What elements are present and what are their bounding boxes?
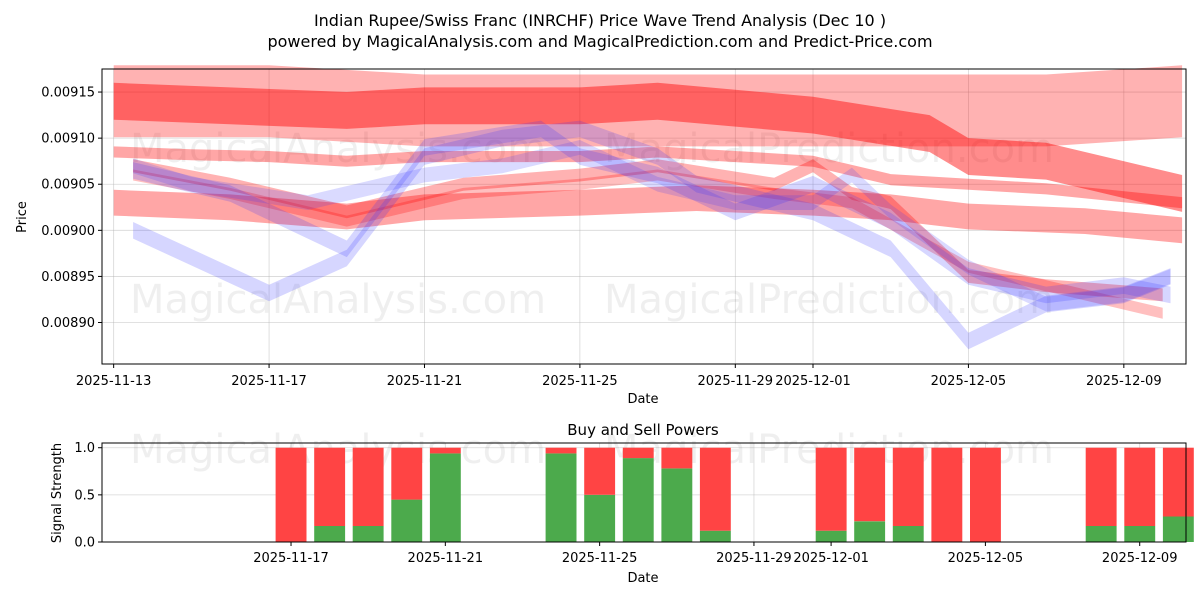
price-x-tick-label: 2025-11-25 [542, 374, 618, 389]
bar-y-tick-label: 0.0 [74, 536, 95, 551]
sell-bar [661, 447, 693, 469]
watermark-analysis-mid: MagicalAnalysis.com [130, 277, 546, 323]
sell-bar [815, 447, 847, 531]
price-x-tick-label: 2025-11-21 [387, 374, 463, 389]
buy-bar [854, 521, 886, 542]
sell-bar [545, 447, 577, 454]
price-y-ticks: 0.00890 0.00895 0.00900 0.00905 0.00910 0.009… [41, 86, 102, 331]
red-wave-3 [113, 146, 1183, 209]
sell-bar [931, 447, 963, 542]
sell-bar [391, 447, 423, 500]
red-wave-2 [113, 82, 1183, 212]
buy-bar [622, 458, 654, 542]
buy-bar [314, 526, 346, 542]
bar-x-tick-label: 2025-11-25 [562, 551, 638, 566]
price-x-tick-label: 2025-11-29 [698, 374, 774, 389]
buy-sell-bars [275, 447, 1194, 542]
sell-bar [622, 447, 654, 459]
price-y-tick-label: 0.00900 [41, 224, 95, 239]
sell-bar [275, 447, 307, 542]
price-y-tick-label: 0.00915 [41, 86, 95, 101]
buy-bar [429, 453, 461, 542]
red-wave-6 [133, 169, 1163, 319]
sell-bar [429, 447, 461, 454]
bar-y-axis-label: Signal Strength [50, 443, 65, 543]
sell-bar [352, 447, 384, 526]
price-x-tick-label: 2025-12-01 [775, 374, 851, 389]
watermark-analysis-top: MagicalAnalysis.com [130, 126, 546, 172]
price-x-tick-label: 2025-11-13 [76, 374, 152, 389]
price-wave-series [113, 65, 1183, 350]
bar-x-tick-label: 2025-12-09 [1102, 551, 1178, 566]
sell-bar [1085, 447, 1117, 526]
price-x-tick-label: 2025-12-05 [931, 374, 1007, 389]
bar-x-tick-label: 2025-12-05 [948, 551, 1024, 566]
buy-bar [391, 499, 423, 542]
bar-y-tick-label: 0.5 [74, 488, 95, 503]
chart-title-line-2: powered by MagicalAnalysis.com and Magic… [267, 32, 932, 51]
red-wave-1 [113, 65, 1183, 147]
buy-bar [815, 530, 847, 542]
price-plot-area [102, 69, 1186, 364]
watermark-prediction-mid: MagicalPrediction.com [604, 277, 1054, 323]
price-x-tick-label: 2025-12-09 [1086, 374, 1162, 389]
red-wave-4 [113, 185, 1183, 244]
bar-y-tick-label: 1.0 [74, 441, 95, 456]
bar-y-ticks: 0.0 0.5 1.0 [74, 441, 102, 551]
buy-bar [661, 468, 693, 542]
bar-x-tick-label: 2025-12-01 [793, 551, 869, 566]
price-y-tick-label: 0.00905 [41, 178, 95, 193]
blue-wave-2 [133, 120, 1171, 304]
sell-bar [970, 447, 1001, 542]
price-plot-frame [101, 68, 1187, 365]
bar-chart-title: Buy and Sell Powers [567, 421, 719, 439]
sell-bar [699, 447, 731, 531]
blue-wave-3 [133, 140, 1171, 312]
sell-bar [892, 447, 924, 526]
bar-x-axis-label: Date [627, 571, 658, 586]
buy-bar [1085, 526, 1117, 542]
buy-bar [352, 526, 384, 542]
price-y-tick-label: 0.00910 [41, 132, 95, 147]
buy-bar [584, 494, 616, 542]
bar-x-tick-label: 2025-11-21 [408, 551, 484, 566]
sell-bar [1162, 447, 1194, 517]
bar-plot-frame [101, 442, 1187, 543]
red-wave-5 [133, 159, 1163, 302]
price-x-axis-label: Date [627, 392, 658, 407]
watermark-prediction-top: MagicalPrediction.com [604, 126, 1054, 172]
sell-bar [1124, 447, 1156, 526]
buy-bar [545, 453, 577, 542]
chart-title-line-1: Indian Rupee/Swiss Franc (INRCHF) Price … [314, 11, 886, 30]
price-grid [102, 69, 1186, 364]
bar-x-tick-label: 2025-11-29 [716, 551, 792, 566]
price-x-ticks: 2025-11-13 2025-11-17 2025-11-21 2025-11-25… [76, 364, 1162, 389]
sell-bar [314, 447, 346, 526]
price-y-axis-label: Price [15, 201, 30, 233]
price-y-tick-label: 0.00890 [41, 316, 95, 331]
buy-bar [699, 530, 731, 542]
bar-x-ticks: 2025-11-17 2025-11-21 2025-11-25 2025-11-29… [253, 542, 1177, 566]
bar-x-tick-label: 2025-11-17 [253, 551, 329, 566]
buy-bar [892, 526, 924, 542]
buy-bar [1124, 526, 1156, 542]
price-x-tick-label: 2025-11-17 [231, 374, 307, 389]
price-y-tick-label: 0.00895 [41, 270, 95, 285]
buy-bar [1162, 516, 1194, 542]
sell-bar [584, 447, 616, 495]
sell-bar [854, 447, 886, 522]
